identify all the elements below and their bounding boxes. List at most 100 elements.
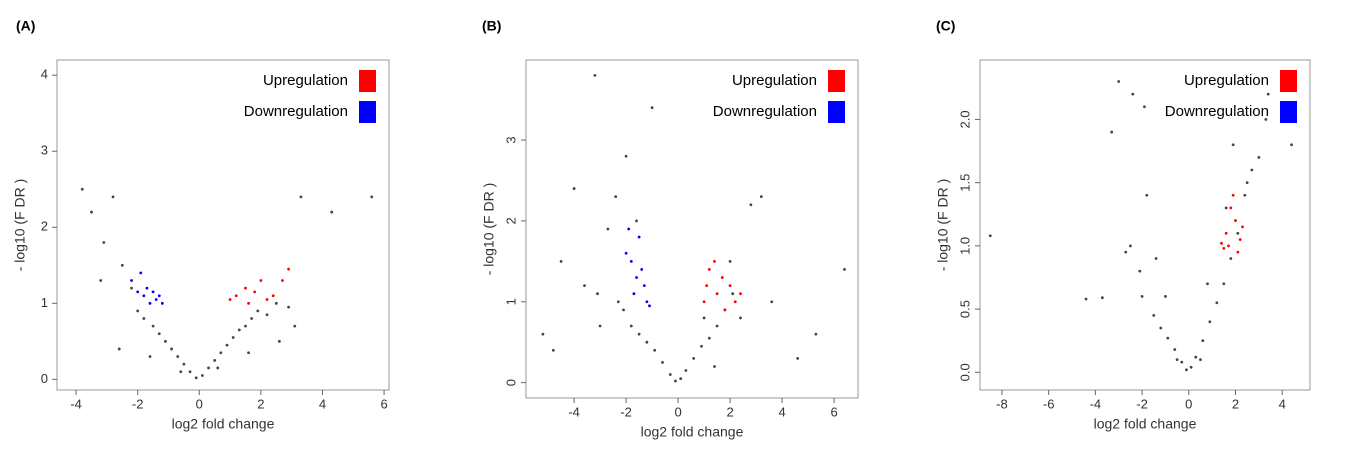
data-point [715,292,719,296]
plot-frame [525,59,859,399]
data-point [1257,155,1261,159]
data-point [259,279,263,282]
data-point [739,316,742,320]
y-axis-label: - log10 (F DR ) [935,179,951,272]
data-point [622,308,625,312]
data-point [1100,296,1104,300]
data-point [130,286,133,290]
data-point [299,195,303,199]
data-point [614,195,618,199]
x-tick-label: -4 [568,404,580,419]
data-point [642,284,646,288]
data-point [287,305,290,309]
data-point [814,332,818,336]
y-tick-label: 0.0 [957,363,972,381]
data-point [632,292,636,296]
legend-swatch [359,70,376,92]
data-point [1110,130,1114,134]
data-point [702,316,706,320]
data-point [702,300,706,304]
data-point [219,351,223,355]
data-point [216,366,220,370]
legend-swatch [828,70,845,92]
data-point [1229,257,1233,260]
data-point [1231,143,1235,147]
y-tick-label: 1 [41,295,48,310]
x-tick-label: 2 [257,396,264,411]
data-point [182,362,186,366]
data-point [684,369,688,372]
data-point [170,347,173,351]
legend-label: Upregulation [263,72,348,89]
panel-label: (B) [482,18,501,34]
data-point [728,259,732,263]
data-point [707,268,711,271]
data-point [247,351,250,355]
data-point [674,379,677,383]
x-tick-label: 6 [380,396,387,411]
data-point [1189,365,1193,369]
data-point [1175,358,1179,362]
data-point [1185,368,1188,372]
legend-swatch [359,101,376,123]
x-tick-label: 0 [674,404,681,419]
x-tick-label: -4 [1090,396,1102,411]
x-tick-label: 4 [778,404,785,419]
data-point [770,300,774,304]
data-point [1245,181,1249,185]
data-point [148,301,152,305]
data-point [151,324,155,328]
data-point [1236,231,1240,235]
data-point [160,301,164,305]
data-point [1220,241,1223,245]
data-point [640,268,644,271]
data-point [692,356,696,360]
x-axis-label: log2 fold change [1094,416,1197,432]
data-point [244,324,247,328]
data-point [1159,326,1163,330]
x-tick-label: -2 [132,396,144,411]
data-point [572,187,576,190]
data-point [157,332,161,336]
data-point [136,290,140,294]
data-point [624,154,628,158]
data-point [287,267,290,271]
data-point [179,370,183,374]
data-point [99,279,103,282]
data-point [723,308,727,312]
data-point [635,276,638,279]
data-point [1238,238,1242,241]
data-point [1201,339,1205,343]
data-point [796,356,800,360]
plot-frame [56,59,390,391]
x-tick-label: 2 [1232,396,1239,411]
data-point [151,290,155,294]
x-axis-label: log2 fold change [172,416,275,432]
data-point [277,339,281,343]
data-point [1145,193,1149,197]
data-point [1194,355,1198,359]
data-point [176,355,180,358]
data-point [102,241,106,244]
data-point [583,284,586,288]
data-point [1266,92,1270,96]
data-point [228,298,232,301]
data-point [250,317,254,320]
x-tick-label: 4 [319,396,326,411]
data-point [629,259,633,263]
data-point [1250,168,1254,172]
x-tick-label: -8 [996,396,1008,411]
legend-label: Downregulation [713,103,817,120]
y-axis-label: - log10 (F DR ) [12,179,28,272]
data-point [1129,244,1132,248]
panel-label: (C) [936,18,955,34]
data-point [1131,92,1135,96]
data-point [1152,314,1156,317]
y-tick-label: 3 [41,143,48,158]
data-point [715,324,719,328]
data-point [157,294,161,298]
data-point [728,284,732,288]
data-point [253,290,257,294]
data-point [1117,80,1121,83]
legend-swatch [1280,101,1297,123]
